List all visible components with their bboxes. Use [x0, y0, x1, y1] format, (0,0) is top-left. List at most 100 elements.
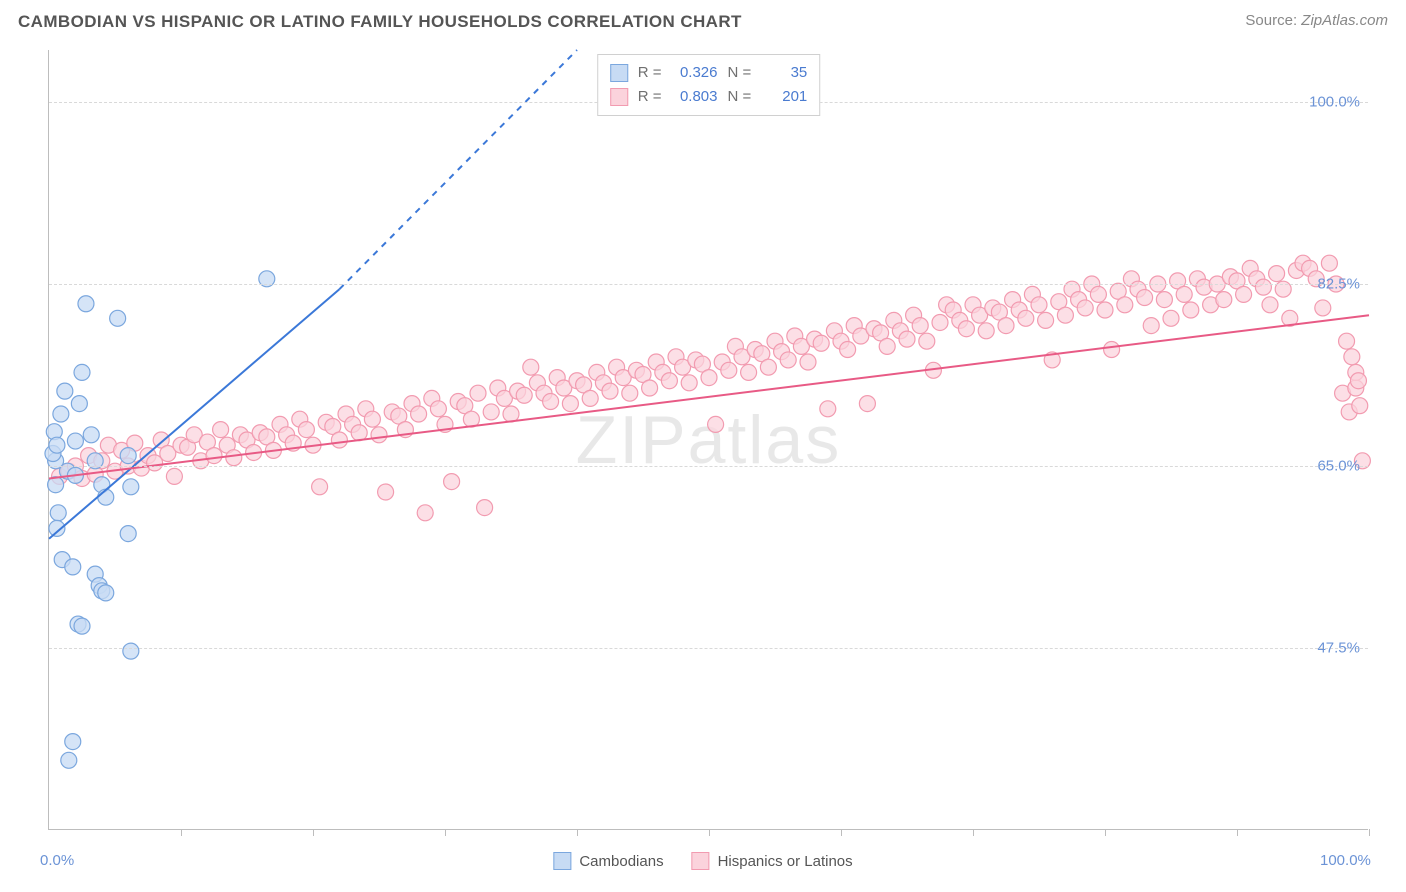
y-tick-label: 65.0% — [1317, 458, 1360, 475]
scatter-point-hispanics — [206, 448, 222, 464]
scatter-point-cambodians — [67, 433, 83, 449]
scatter-point-hispanics — [859, 396, 875, 412]
plot-area: ZIPatlas R = 0.326 N = 35 R = 0.803 N = … — [48, 50, 1368, 830]
scatter-point-hispanics — [1262, 297, 1278, 313]
scatter-point-cambodians — [110, 310, 126, 326]
scatter-point-hispanics — [721, 362, 737, 378]
scatter-point-cambodians — [78, 296, 94, 312]
scatter-point-hispanics — [1236, 286, 1252, 302]
scatter-point-hispanics — [411, 406, 427, 422]
scatter-point-hispanics — [226, 450, 242, 466]
chart-title: CAMBODIAN VS HISPANIC OR LATINO FAMILY H… — [18, 12, 742, 32]
scatter-point-hispanics — [503, 406, 519, 422]
gridline — [49, 284, 1368, 285]
scatter-point-hispanics — [371, 427, 387, 443]
scatter-point-hispanics — [444, 474, 460, 490]
x-tick — [313, 829, 314, 836]
scatter-point-hispanics — [166, 468, 182, 484]
scatter-point-hispanics — [213, 422, 229, 438]
scatter-point-hispanics — [1077, 300, 1093, 316]
scatter-point-hispanics — [1269, 266, 1285, 282]
scatter-point-hispanics — [477, 500, 493, 516]
swatch-cambodians-bottom — [553, 852, 571, 870]
correlation-legend: R = 0.326 N = 35 R = 0.803 N = 201 — [597, 54, 821, 116]
scatter-point-hispanics — [932, 314, 948, 330]
legend-label-cambodians: Cambodians — [579, 853, 663, 870]
scatter-point-hispanics — [1339, 333, 1355, 349]
scatter-point-hispanics — [760, 359, 776, 375]
scatter-point-hispanics — [1143, 318, 1159, 334]
scatter-point-cambodians — [120, 526, 136, 542]
scatter-point-hispanics — [298, 422, 314, 438]
scatter-point-hispanics — [1117, 297, 1133, 313]
r-label: R = — [638, 85, 662, 109]
scatter-point-hispanics — [582, 390, 598, 406]
x-axis-max-label: 100.0% — [1320, 852, 1371, 869]
r-value-cambodians: 0.326 — [672, 61, 718, 85]
plot-svg — [49, 50, 1368, 829]
n-label: N = — [728, 85, 752, 109]
source-site: ZipAtlas.com — [1301, 12, 1388, 29]
scatter-point-cambodians — [57, 383, 73, 399]
source-prefix: Source: — [1245, 12, 1301, 29]
scatter-point-hispanics — [1090, 286, 1106, 302]
scatter-point-hispanics — [1137, 290, 1153, 306]
scatter-point-hispanics — [998, 318, 1014, 334]
n-value-cambodians: 35 — [761, 61, 807, 85]
n-value-hispanics: 201 — [761, 85, 807, 109]
scatter-point-hispanics — [1018, 310, 1034, 326]
trend-line-dashed-cambodians — [339, 50, 577, 289]
scatter-point-cambodians — [49, 437, 65, 453]
scatter-point-cambodians — [65, 559, 81, 575]
scatter-point-hispanics — [701, 370, 717, 386]
source-credit: Source: ZipAtlas.com — [1245, 12, 1388, 29]
scatter-point-cambodians — [123, 643, 139, 659]
scatter-point-hispanics — [1183, 302, 1199, 318]
legend-label-hispanics: Hispanics or Latinos — [718, 853, 853, 870]
scatter-point-hispanics — [661, 373, 677, 389]
scatter-point-hispanics — [470, 385, 486, 401]
x-tick — [709, 829, 710, 836]
scatter-point-hispanics — [741, 364, 757, 380]
legend-item-cambodians: Cambodians — [553, 852, 663, 870]
scatter-point-hispanics — [417, 505, 433, 521]
scatter-point-hispanics — [312, 479, 328, 495]
swatch-hispanics — [610, 88, 628, 106]
scatter-point-hispanics — [820, 401, 836, 417]
x-tick — [181, 829, 182, 836]
scatter-point-hispanics — [1350, 373, 1366, 389]
scatter-point-hispanics — [483, 404, 499, 420]
scatter-point-hispanics — [1163, 310, 1179, 326]
scatter-point-cambodians — [74, 364, 90, 380]
scatter-point-cambodians — [98, 489, 114, 505]
swatch-cambodians — [610, 64, 628, 82]
scatter-point-hispanics — [840, 342, 856, 358]
x-axis-min-label: 0.0% — [40, 852, 74, 869]
scatter-point-hispanics — [351, 425, 367, 441]
scatter-point-cambodians — [65, 734, 81, 750]
scatter-point-hispanics — [1321, 255, 1337, 271]
scatter-point-hispanics — [1031, 297, 1047, 313]
y-tick-label: 47.5% — [1317, 640, 1360, 657]
scatter-point-cambodians — [123, 479, 139, 495]
swatch-hispanics-bottom — [692, 852, 710, 870]
y-tick-label: 82.5% — [1317, 276, 1360, 293]
scatter-point-hispanics — [1057, 307, 1073, 323]
scatter-point-hispanics — [681, 375, 697, 391]
legend-item-hispanics: Hispanics or Latinos — [692, 852, 853, 870]
scatter-point-hispanics — [1097, 302, 1113, 318]
scatter-point-hispanics — [708, 416, 724, 432]
series-legend: Cambodians Hispanics or Latinos — [553, 852, 852, 870]
x-tick — [841, 829, 842, 836]
scatter-point-hispanics — [622, 385, 638, 401]
header: CAMBODIAN VS HISPANIC OR LATINO FAMILY H… — [18, 12, 1388, 32]
scatter-point-cambodians — [71, 396, 87, 412]
y-tick-label: 100.0% — [1309, 94, 1360, 111]
scatter-point-hispanics — [331, 432, 347, 448]
scatter-point-hispanics — [978, 323, 994, 339]
x-tick — [973, 829, 974, 836]
scatter-point-hispanics — [800, 354, 816, 370]
scatter-point-cambodians — [53, 406, 69, 422]
x-tick — [1369, 829, 1370, 836]
scatter-point-hispanics — [1352, 398, 1368, 414]
